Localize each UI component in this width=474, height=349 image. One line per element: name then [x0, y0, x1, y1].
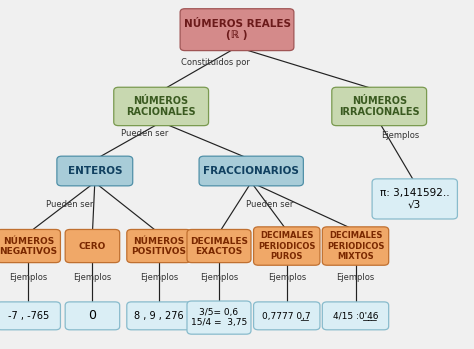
Text: NÚMEROS
RACIONALES: NÚMEROS RACIONALES [127, 96, 196, 117]
FancyBboxPatch shape [180, 9, 294, 51]
Text: NÚMEROS
NEGATIVOS: NÚMEROS NEGATIVOS [0, 237, 57, 255]
Text: Ejemplos: Ejemplos [382, 131, 419, 140]
Text: 0,7777 0,͟7: 0,7777 0,͟7 [263, 311, 311, 320]
FancyBboxPatch shape [322, 302, 389, 330]
Text: Ejemplos: Ejemplos [268, 273, 306, 282]
FancyBboxPatch shape [187, 301, 251, 334]
Text: Pueden ser: Pueden ser [121, 129, 168, 138]
FancyBboxPatch shape [57, 156, 133, 186]
FancyBboxPatch shape [0, 230, 61, 262]
Text: π: 3,141592..
√3: π: 3,141592.. √3 [380, 188, 449, 209]
FancyBboxPatch shape [199, 156, 303, 186]
Text: 0: 0 [89, 309, 96, 322]
FancyBboxPatch shape [332, 87, 427, 126]
Text: NÚMEROS
IRRACIONALES: NÚMEROS IRRACIONALES [339, 96, 419, 117]
Text: 8 , 9 , 276: 8 , 9 , 276 [134, 311, 183, 321]
Text: Ejemplos: Ejemplos [200, 273, 238, 282]
FancyBboxPatch shape [254, 302, 320, 330]
Text: Ejemplos: Ejemplos [337, 273, 374, 282]
FancyBboxPatch shape [114, 87, 209, 126]
Text: FRACCIONARIOS: FRACCIONARIOS [203, 166, 299, 176]
Text: CERO: CERO [79, 242, 106, 251]
FancyBboxPatch shape [187, 230, 251, 262]
Text: Pueden ser: Pueden ser [246, 200, 294, 209]
FancyBboxPatch shape [65, 302, 119, 330]
Text: -7 , -765: -7 , -765 [8, 311, 49, 321]
FancyBboxPatch shape [0, 302, 61, 330]
Text: NÚMEROS
POSITIVOS: NÚMEROS POSITIVOS [131, 237, 186, 255]
Text: DECIMALES
EXACTOS: DECIMALES EXACTOS [190, 237, 248, 255]
FancyBboxPatch shape [127, 302, 191, 330]
FancyBboxPatch shape [372, 179, 457, 219]
Text: DECIMALES
PERIODICOS
PUROS: DECIMALES PERIODICOS PUROS [258, 231, 316, 261]
Text: Ejemplos: Ejemplos [140, 273, 178, 282]
Text: Pueden ser: Pueden ser [46, 200, 94, 209]
Text: Ejemplos: Ejemplos [9, 273, 47, 282]
Text: DECIMALES
PERIODICOS
MIXTOS: DECIMALES PERIODICOS MIXTOS [327, 231, 384, 261]
Text: NÚMEROS REALES
(ℝ ): NÚMEROS REALES (ℝ ) [183, 19, 291, 40]
Text: Ejemplos: Ejemplos [73, 273, 111, 282]
FancyBboxPatch shape [65, 230, 119, 262]
FancyBboxPatch shape [127, 230, 191, 262]
Text: 4/15 :0'͟4͟6: 4/15 :0'͟4͟6 [333, 311, 378, 320]
Text: 3/5= 0,6
15/4 =  3,75: 3/5= 0,6 15/4 = 3,75 [191, 308, 247, 327]
FancyBboxPatch shape [254, 227, 320, 265]
FancyBboxPatch shape [322, 227, 389, 265]
Text: ENTEROS: ENTEROS [68, 166, 122, 176]
Text: Constituidos por: Constituidos por [181, 58, 250, 67]
